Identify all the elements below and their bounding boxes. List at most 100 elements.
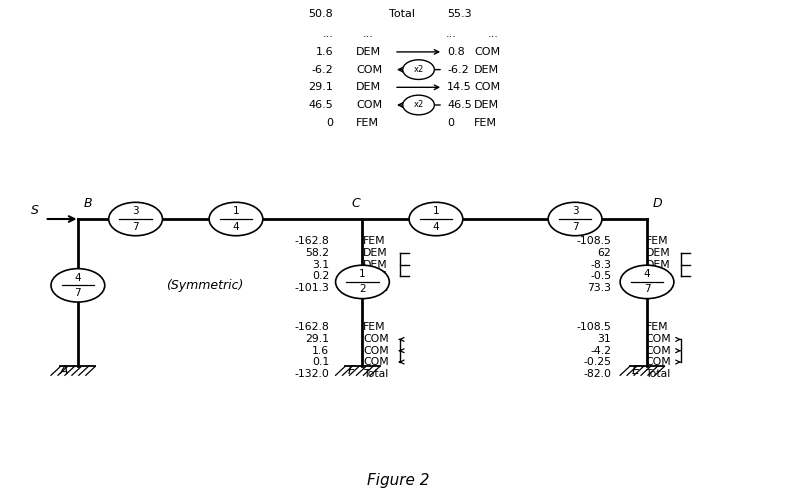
Text: E: E [631,364,639,377]
Text: B: B [84,197,92,210]
Text: DEM: DEM [356,47,381,57]
Text: S: S [30,204,38,217]
Text: COM: COM [646,334,671,344]
Text: 0.1: 0.1 [312,357,330,367]
Text: x2: x2 [413,100,423,109]
Text: DEM: DEM [646,248,670,258]
Text: FEM: FEM [356,118,379,128]
Text: 3: 3 [132,206,139,217]
Text: Total: Total [646,283,671,293]
Text: COM: COM [474,83,500,92]
Text: 4: 4 [433,222,439,232]
Text: -162.8: -162.8 [295,236,330,246]
Text: DEM: DEM [646,271,670,281]
Text: 31: 31 [598,334,611,344]
Text: D: D [653,197,662,210]
Text: Total: Total [389,8,415,18]
Text: FEM: FEM [363,322,386,332]
Text: ...: ... [322,29,334,39]
Text: 4: 4 [75,273,81,283]
Text: Figure 2: Figure 2 [367,473,429,488]
Text: COM: COM [356,100,382,110]
Text: 1.6: 1.6 [315,47,334,57]
Text: COM: COM [363,357,389,367]
Text: COM: COM [363,334,389,344]
Text: -82.0: -82.0 [583,369,611,379]
Text: 7: 7 [572,222,579,232]
Text: 1: 1 [433,206,439,217]
Text: 2: 2 [359,284,365,294]
Text: -101.3: -101.3 [295,283,330,293]
Text: Total: Total [646,369,671,379]
Circle shape [209,202,263,236]
Text: -6.2: -6.2 [447,65,469,75]
Text: 58.2: 58.2 [305,248,330,258]
Text: 29.1: 29.1 [305,334,330,344]
Text: Total: Total [363,283,388,293]
Text: COM: COM [646,346,671,356]
Text: COM: COM [474,47,500,57]
Text: (Symmetric): (Symmetric) [166,279,243,292]
Text: DEM: DEM [646,260,670,270]
Circle shape [109,202,162,236]
Text: ...: ... [488,29,499,39]
Text: 0.8: 0.8 [447,47,465,57]
Text: FEM: FEM [363,236,386,246]
Text: 29.1: 29.1 [308,83,334,92]
Text: A: A [60,364,68,377]
Text: FEM: FEM [646,322,668,332]
Text: 4: 4 [232,222,240,232]
Text: 1: 1 [232,206,240,217]
Text: 50.8: 50.8 [308,8,334,18]
Text: 55.3: 55.3 [447,8,472,18]
Text: DEM: DEM [356,83,381,92]
Text: -0.5: -0.5 [591,271,611,281]
Circle shape [620,265,674,299]
Text: ...: ... [446,29,456,39]
Text: 0.2: 0.2 [312,271,330,281]
Circle shape [51,269,105,302]
Text: COM: COM [363,346,389,356]
Text: -108.5: -108.5 [576,236,611,246]
Text: -132.0: -132.0 [295,369,330,379]
Circle shape [403,60,435,80]
Text: FEM: FEM [474,118,497,128]
Text: 7: 7 [75,288,81,298]
Text: -8.3: -8.3 [591,260,611,270]
Text: DEM: DEM [363,260,388,270]
Text: -4.2: -4.2 [591,346,611,356]
Text: 1.6: 1.6 [312,346,330,356]
Text: 7: 7 [132,222,139,232]
Circle shape [548,202,602,236]
Text: 0: 0 [326,118,334,128]
Text: DEM: DEM [363,271,388,281]
Text: 46.5: 46.5 [308,100,334,110]
Text: 0: 0 [447,118,454,128]
Text: Total: Total [363,369,388,379]
Text: DEM: DEM [363,248,388,258]
Circle shape [409,202,462,236]
Text: 62: 62 [598,248,611,258]
Text: 46.5: 46.5 [447,100,472,110]
Text: x2: x2 [413,65,423,74]
Text: ...: ... [362,29,373,39]
Text: DEM: DEM [474,100,499,110]
Text: FEM: FEM [646,236,668,246]
Text: COM: COM [646,357,671,367]
Text: 4: 4 [644,269,650,279]
Text: 7: 7 [644,284,650,294]
Text: -0.25: -0.25 [583,357,611,367]
Text: -162.8: -162.8 [295,322,330,332]
Text: -108.5: -108.5 [576,322,611,332]
Text: -6.2: -6.2 [311,65,334,75]
Circle shape [403,95,435,115]
Text: DEM: DEM [474,65,499,75]
Text: 14.5: 14.5 [447,83,472,92]
Circle shape [336,265,389,299]
Text: 3: 3 [572,206,579,217]
Text: 3.1: 3.1 [312,260,330,270]
Text: F: F [347,364,354,377]
Text: 1: 1 [359,269,365,279]
Text: COM: COM [356,65,382,75]
Text: 73.3: 73.3 [587,283,611,293]
